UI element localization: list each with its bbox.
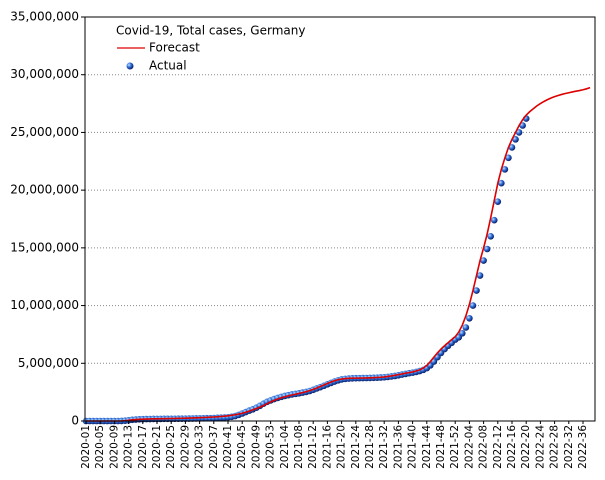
x-tick-label: 2020-05 [94,425,106,469]
actual-point [483,245,491,253]
actual-point [494,198,502,205]
x-tick-label: 2020-17 [137,425,149,469]
x-tick-label: 2020-29 [179,425,191,469]
x-tick-label: 2021-20 [336,425,348,469]
x-tick-label: 2020-09 [108,425,120,469]
y-tick-label: 20,000,000 [10,183,79,197]
x-tick-label: 2020-41 [222,425,234,469]
actual-point [466,314,473,322]
x-tick-label: 2020-21 [151,425,163,469]
legend: Covid-19, Total cases, Germany Forecast A… [116,24,305,73]
plot-area [82,86,591,425]
actual-point [515,129,523,136]
x-tick-label: 2021-08 [293,425,305,469]
x-tick-label: 2022-04 [463,425,475,469]
actual-point [473,287,480,294]
actual-point [498,179,505,187]
x-tick-label: 2021-24 [350,425,362,469]
actual-point [487,233,495,240]
x-tick-label: 2021-28 [364,425,376,469]
x-tick-label: 2020-37 [208,425,220,469]
legend-marker [126,62,134,70]
forecast-line [86,86,591,422]
actual-point [462,324,470,331]
x-tick-label: 2022-28 [549,425,561,469]
x-tick-label: 2022-32 [563,425,575,469]
y-tick-label: 30,000,000 [10,67,79,81]
actual-point [505,154,512,162]
legend-title: Covid-19, Total cases, Germany [116,24,305,38]
x-tick-label: 2021-48 [435,425,447,469]
y-tick-label: 35,000,000 [10,10,79,24]
y-tick-label: 25,000,000 [10,125,79,139]
actual-point [512,136,519,143]
actual-point [469,302,477,309]
x-tick-label: 2021-52 [449,425,461,469]
legend-label: Forecast [149,41,200,55]
actual-point [490,216,498,224]
x-tick-label: 2022-08 [478,425,490,469]
actual-point [476,272,484,279]
x-tick-label: 2020-33 [194,425,206,469]
actual-point [508,144,516,151]
x-tick-label: 2022-24 [534,425,546,469]
x-tick-label: 2021-04 [279,425,291,469]
x-tick-label: 2021-12 [307,425,319,469]
x-tick-label: 2022-36 [577,425,589,469]
actual-point [501,166,509,173]
y-tick-label: 5,000,000 [18,356,79,370]
x-tick-label: 2021-32 [378,425,390,469]
legend-label: Actual [149,59,187,73]
x-tick-label: 2021-16 [321,425,333,469]
x-tick-label: 2020-49 [250,425,262,469]
y-tick-label: 15,000,000 [10,240,79,254]
actual-point [480,257,487,264]
y-tick-label: 10,000,000 [10,298,79,312]
x-tick-label: 2021-44 [421,425,433,469]
x-tick-label: 2020-13 [123,425,135,469]
x-tick-label: 2021-40 [407,425,419,469]
x-tick-label: 2022-16 [506,425,518,469]
y-tick-label: 0 [71,414,79,428]
x-tick-label: 2022-12 [492,425,504,469]
actual-point [459,329,466,337]
grid [85,16,595,422]
x-tick-label: 2022-20 [520,425,532,469]
plot-frame [84,16,596,422]
x-tick-label: 2020-53 [265,425,277,469]
x-tick-label: 2020-25 [165,425,177,469]
x-tick-label: 2020-01 [80,425,92,469]
x-tick-label: 2020-45 [236,425,248,469]
x-tick-label: 2021-36 [392,425,404,469]
